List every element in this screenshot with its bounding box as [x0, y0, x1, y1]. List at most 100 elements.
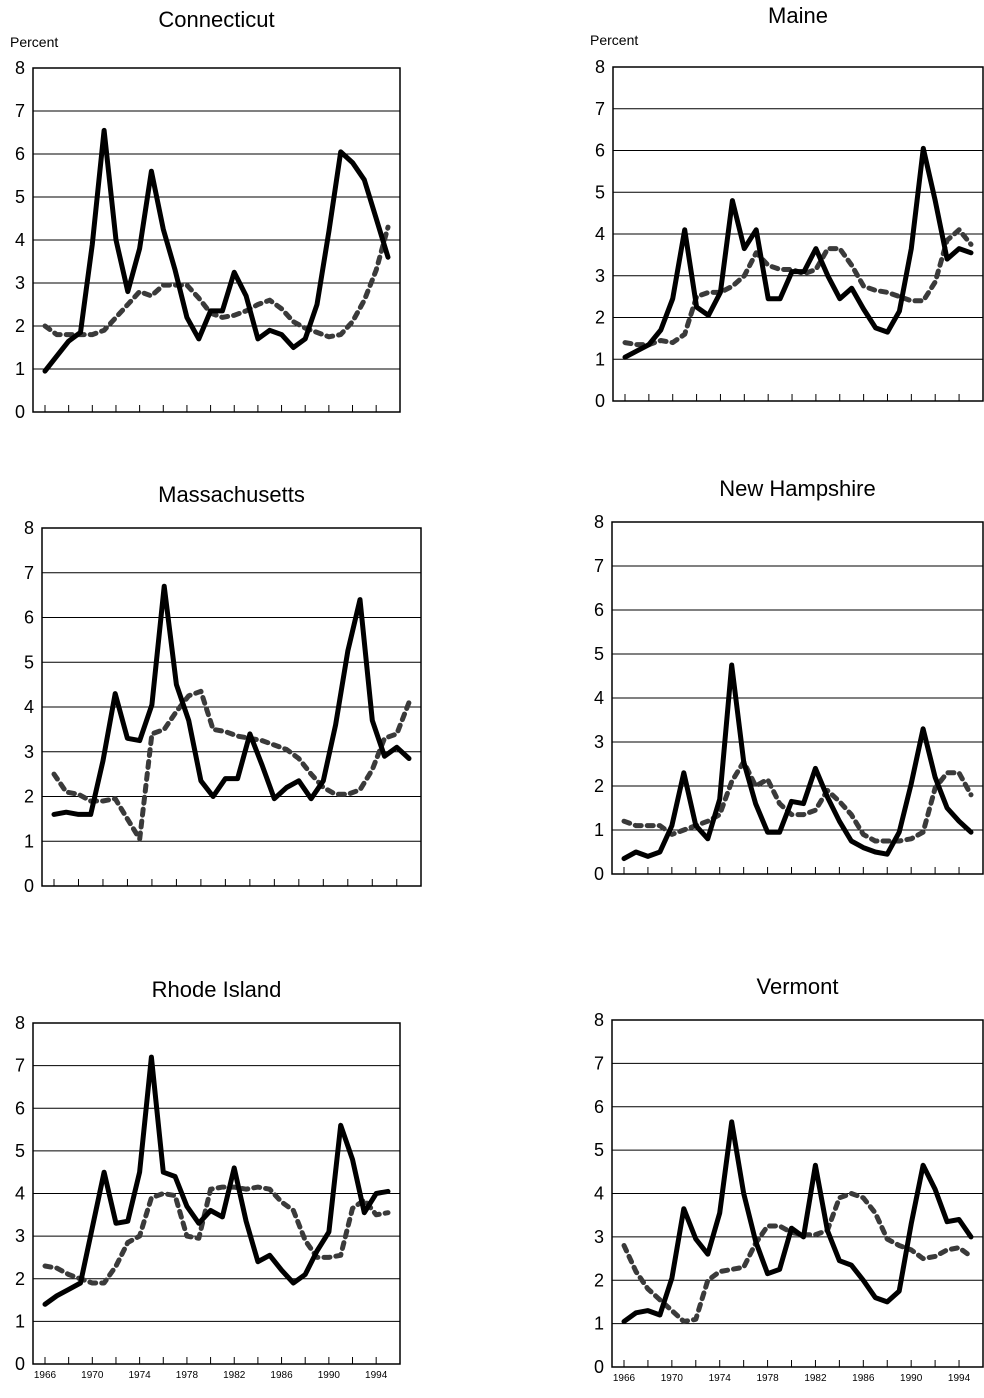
series-line-solid — [42, 127, 391, 374]
y-tick-label: 3 — [594, 732, 604, 752]
x-tick-label: 1990 — [318, 1370, 341, 1381]
x-tick-label: 1966 — [613, 1373, 636, 1384]
y-tick-label: 8 — [15, 1013, 25, 1033]
x-tick-label: 1986 — [852, 1373, 875, 1384]
plot-frame — [32, 1022, 401, 1365]
y-tick-label: 7 — [595, 99, 605, 119]
plot-frame — [611, 521, 984, 875]
plot-frame — [32, 67, 401, 413]
y-tick-label: 7 — [15, 1056, 25, 1076]
y-tick-label: 1 — [594, 820, 604, 840]
panel-vermont: Vermont 0 1 2 3 4 5 6 7 8 1966 1970 1974 1978 1982 1986… — [594, 974, 984, 1384]
x-tick-label: 1978 — [756, 1373, 779, 1384]
y-tick-label: 5 — [15, 187, 25, 207]
plot-frame — [611, 1019, 984, 1368]
y-tick-label: 5 — [595, 182, 605, 202]
x-tick-label: 1986 — [270, 1370, 293, 1381]
x-tick-label: 1974 — [709, 1373, 732, 1384]
y-tick-label: 3 — [594, 1227, 604, 1247]
y-tick-label: 6 — [15, 1098, 25, 1118]
series-line-solid — [51, 583, 412, 817]
y-tick-label: 5 — [15, 1141, 25, 1161]
panel-title: Connecticut — [158, 7, 274, 32]
y-tick-label: 5 — [24, 652, 34, 672]
x-tick-label: 1974 — [128, 1370, 151, 1381]
series-line-solid — [621, 1119, 974, 1324]
y-tick-label: 0 — [24, 876, 34, 896]
y-tick-label: 2 — [24, 787, 34, 807]
y-tick-label: 7 — [24, 563, 34, 583]
plot-frame — [612, 66, 984, 402]
panel-rhode-island: Rhode Island 0 1 2 3 4 5 6 7 8 1966 1970 1974 1978 198… — [15, 977, 401, 1381]
y-tick-label: 8 — [24, 518, 34, 538]
x-tick-label: 1982 — [804, 1373, 827, 1384]
series-line-solid — [621, 662, 974, 862]
plot-frame — [41, 527, 422, 887]
y-tick-label: 6 — [594, 600, 604, 620]
x-tick-label: 1978 — [176, 1370, 199, 1381]
y-tick-label: 7 — [15, 101, 25, 121]
y-unit-label: Percent — [10, 34, 58, 50]
y-tick-label: 1 — [15, 1311, 25, 1331]
y-tick-label: 7 — [594, 556, 604, 576]
y-tick-label: 4 — [595, 224, 605, 244]
y-tick-label: 4 — [24, 697, 34, 717]
panel-maine: Maine Percent 0 1 2 3 4 5 6 7 8 — [590, 3, 984, 411]
y-tick-label: 8 — [595, 57, 605, 77]
panel-title: New Hampshire — [719, 476, 876, 501]
y-tick-label: 3 — [15, 1226, 25, 1246]
series-line-dashed — [42, 224, 391, 340]
y-tick-label: 8 — [594, 512, 604, 532]
y-tick-label: 6 — [15, 144, 25, 164]
y-tick-label: 0 — [15, 1354, 25, 1374]
y-tick-label: 5 — [594, 1140, 604, 1160]
x-tick-label: 1970 — [661, 1373, 684, 1384]
y-tick-label: 4 — [594, 1184, 604, 1204]
panel-title: Massachusetts — [158, 482, 305, 507]
series-line-dashed — [42, 1184, 391, 1286]
x-tick-label: 1994 — [948, 1373, 971, 1384]
y-tick-label: 2 — [594, 1270, 604, 1290]
y-tick-label: 0 — [594, 1357, 604, 1377]
y-tick-label: 6 — [24, 608, 34, 628]
y-tick-label: 8 — [15, 58, 25, 78]
series-line-dashed — [51, 688, 412, 842]
y-tick-label: 7 — [594, 1053, 604, 1073]
y-tick-label: 1 — [24, 831, 34, 851]
y-tick-label: 5 — [594, 644, 604, 664]
panel-massachusetts: Massachusetts 0 1 2 3 4 5 6 7 8 — [24, 482, 422, 896]
y-tick-label: 0 — [594, 864, 604, 884]
series-line-dashed — [621, 759, 974, 844]
panel-new-hampshire: New Hampshire 0 1 2 3 4 5 6 7 8 — [594, 476, 984, 884]
y-tick-label: 1 — [15, 359, 25, 379]
series-line-solid — [42, 1054, 391, 1307]
y-tick-label: 3 — [595, 266, 605, 286]
y-tick-label: 0 — [15, 402, 25, 422]
y-tick-label: 2 — [595, 308, 605, 328]
y-tick-label: 2 — [15, 1269, 25, 1289]
x-tick-label: 1970 — [81, 1370, 104, 1381]
x-tick-label: 1994 — [365, 1370, 388, 1381]
series-line-solid — [622, 145, 974, 360]
y-tick-label: 4 — [15, 230, 25, 250]
y-tick-label: 0 — [595, 391, 605, 411]
y-tick-label: 3 — [24, 742, 34, 762]
y-tick-label: 1 — [594, 1314, 604, 1334]
y-tick-label: 4 — [15, 1184, 25, 1204]
y-tick-label: 1 — [595, 349, 605, 369]
panel-title: Maine — [768, 3, 828, 28]
y-tick-label: 3 — [15, 273, 25, 293]
panel-title: Vermont — [757, 974, 839, 999]
panel-title: Rhode Island — [152, 977, 282, 1002]
x-tick-label: 1966 — [34, 1370, 57, 1381]
x-tick-label: 1982 — [223, 1370, 246, 1381]
x-tick-label: 1990 — [900, 1373, 923, 1384]
y-tick-label: 4 — [594, 688, 604, 708]
y-tick-label: 8 — [594, 1010, 604, 1030]
panel-connecticut: Connecticut Percent 0 1 2 3 4 5 6 7 8 — [10, 7, 401, 422]
y-tick-label: 2 — [594, 776, 604, 796]
y-tick-label: 6 — [594, 1097, 604, 1117]
y-unit-label: Percent — [590, 32, 638, 48]
y-tick-label: 2 — [15, 316, 25, 336]
